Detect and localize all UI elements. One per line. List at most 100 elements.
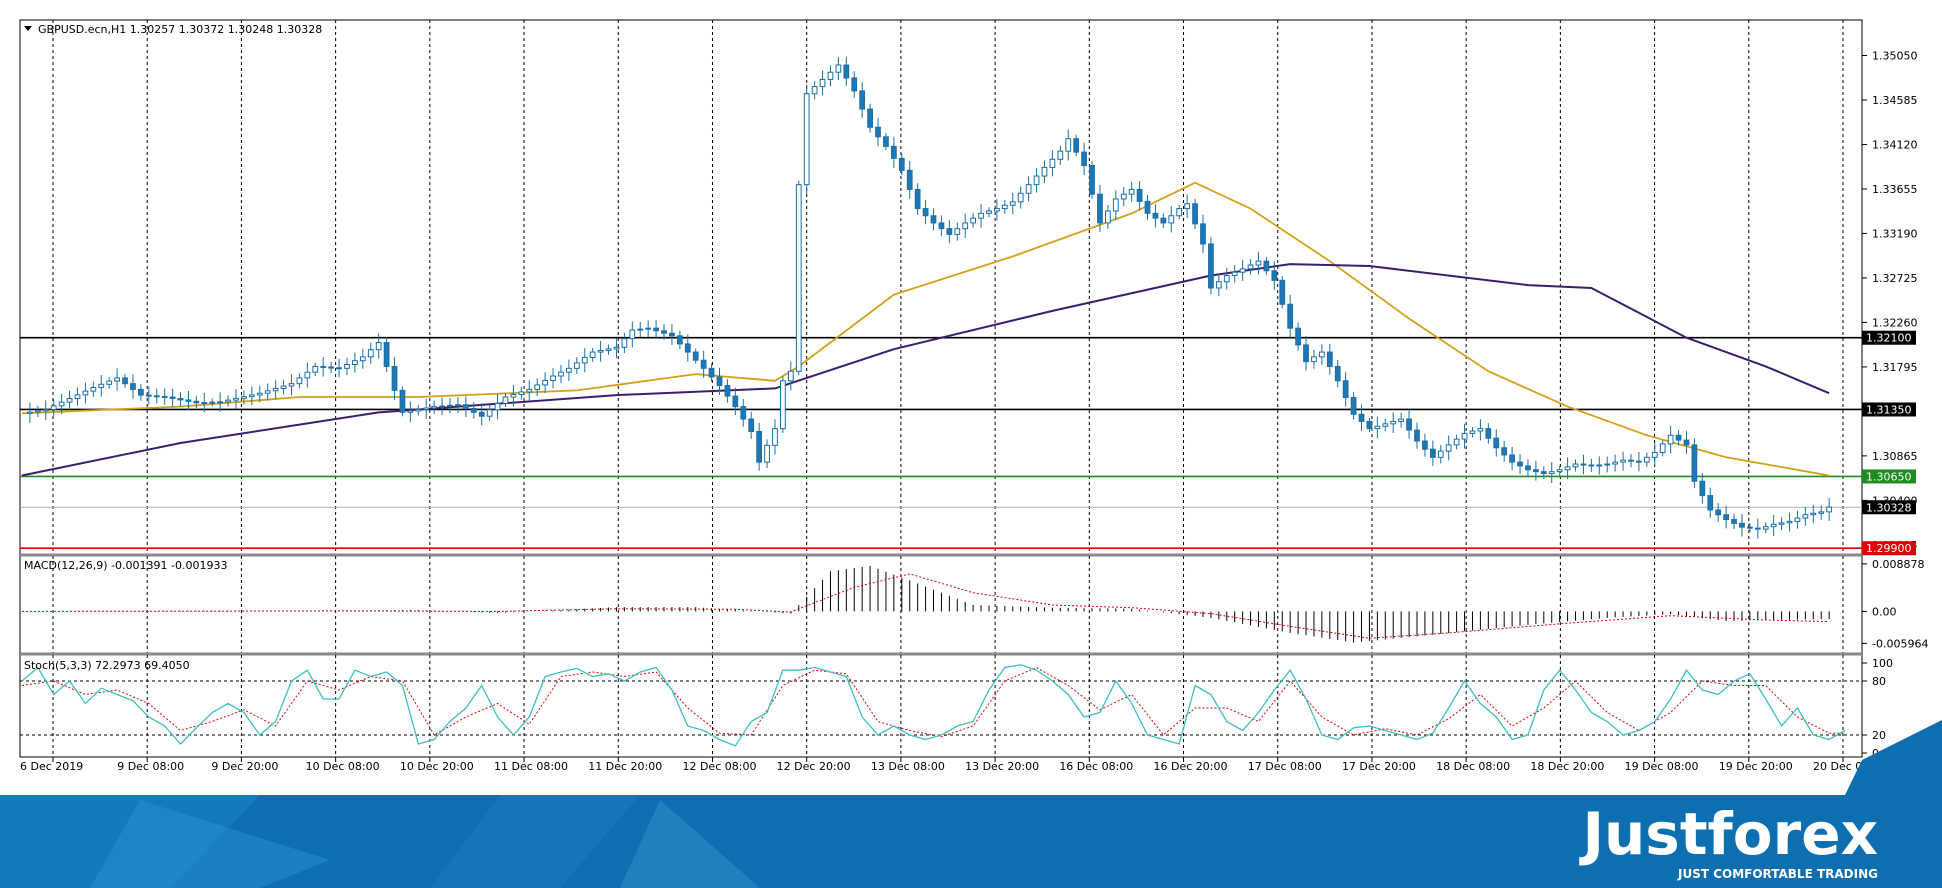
price-tick-label: 1.32260: [1872, 316, 1918, 329]
candle-body: [217, 401, 224, 404]
candle-body: [153, 395, 160, 398]
banner-shape: [620, 800, 760, 888]
candle-body: [946, 228, 953, 235]
candle-body: [1445, 444, 1452, 452]
candle-body: [1239, 268, 1246, 273]
price-levels: [20, 336, 1862, 550]
candle-body: [835, 64, 842, 73]
candle-body: [669, 332, 675, 337]
candle-body: [114, 377, 120, 382]
candle-body: [1112, 198, 1119, 212]
candle-body: [1271, 270, 1278, 281]
candle-body: [1184, 203, 1191, 210]
candle-body: [1818, 511, 1825, 514]
candle-body: [1667, 434, 1674, 445]
brand-banner: Justforex JUST COMFORTABLE TRADING: [0, 720, 1942, 888]
candle-body: [994, 208, 1000, 212]
candle-body: [1509, 454, 1515, 463]
macd-histogram: [29, 565, 1830, 643]
candle-body: [890, 145, 897, 159]
candle-body: [1160, 217, 1167, 224]
candle-body: [1287, 303, 1294, 329]
time-tick-label: 13 Dec 20:00: [965, 760, 1039, 773]
candles: [27, 56, 1833, 539]
candle-body: [1620, 459, 1626, 463]
candle-body: [1493, 437, 1500, 449]
candle-body: [470, 408, 477, 413]
macd-tick-label: 0.00: [1872, 605, 1897, 618]
banner-shape: [90, 800, 330, 888]
candle-body: [1041, 166, 1048, 177]
candle-body: [716, 376, 723, 387]
candle-body: [1548, 471, 1555, 475]
candle-body: [1747, 526, 1753, 529]
candle-body: [1001, 204, 1008, 210]
candle-body: [1715, 509, 1722, 516]
candle-body: [106, 380, 113, 385]
price-panel[interactable]: [19, 19, 1863, 556]
time-tick-label: 9 Dec 20:00: [211, 760, 278, 773]
candle-body: [883, 136, 889, 147]
candle-body: [248, 394, 255, 398]
price-tick-label: 1.33655: [1872, 183, 1918, 196]
candle-body: [502, 396, 509, 404]
brand-tagline: JUST COMFORTABLE TRADING: [1677, 867, 1878, 881]
candle-body: [914, 188, 921, 210]
candle-body: [1739, 522, 1745, 528]
time-tick-label: 18 Dec 08:00: [1436, 760, 1510, 773]
candle-body: [201, 401, 208, 404]
candle-body: [1033, 175, 1040, 186]
candle-body: [1596, 464, 1603, 467]
dropdown-triangle-icon[interactable]: [24, 26, 32, 31]
candle-body: [1200, 223, 1206, 245]
candle-body: [447, 404, 453, 407]
time-tick-label: 11 Dec 08:00: [494, 760, 568, 773]
candle-body: [1350, 397, 1357, 415]
candle-body: [1358, 413, 1365, 422]
level-tag-label: 1.30650: [1866, 470, 1912, 483]
brand-logo-text: Justforex: [1578, 800, 1878, 868]
stoch-panel[interactable]: [19, 654, 1863, 758]
candle-body: [954, 228, 961, 235]
candle-body: [177, 397, 184, 401]
candle-body: [1231, 271, 1238, 277]
stoch-main-line: [21, 664, 1846, 747]
candle-body: [122, 377, 128, 385]
candle-body: [938, 222, 945, 230]
candle-body: [1762, 526, 1769, 530]
ma-fast: [21, 181, 1830, 477]
candle-body: [145, 394, 152, 397]
candle-body: [1382, 423, 1389, 427]
time-tick-label: 9 Dec 08:00: [117, 760, 184, 773]
candle-body: [1025, 184, 1032, 194]
candle-body: [1223, 275, 1230, 283]
candle-body: [304, 371, 311, 379]
ma-fast-line: [21, 181, 1830, 477]
candle-body: [1723, 514, 1729, 521]
candle-body: [1540, 471, 1547, 475]
candle-body: [1422, 440, 1428, 450]
candle-body: [344, 364, 350, 369]
candle-body: [1374, 425, 1381, 430]
stoch-header: Stoch(5,3,3) 72.2973 69.4050: [24, 659, 190, 672]
candle-body: [1065, 138, 1072, 152]
candle-body: [74, 394, 81, 399]
candle-body: [1136, 188, 1143, 202]
level-tag-label: 1.30328: [1866, 501, 1912, 514]
candle-body: [193, 400, 200, 404]
candle-body: [740, 406, 747, 420]
time-tick-label: 16 Dec 08:00: [1059, 760, 1133, 773]
candle-body: [225, 399, 231, 403]
candle-body: [1675, 434, 1682, 441]
candle-body: [1754, 527, 1761, 530]
time-tick-label: 19 Dec 20:00: [1719, 760, 1793, 773]
candle-body: [130, 383, 136, 390]
candle-body: [352, 360, 358, 366]
stoch-tick-label: 100: [1872, 657, 1893, 670]
candle-body: [1334, 365, 1341, 382]
macd-grid: [52, 556, 1844, 654]
candle-body: [1564, 466, 1571, 471]
candle-body: [605, 348, 612, 351]
